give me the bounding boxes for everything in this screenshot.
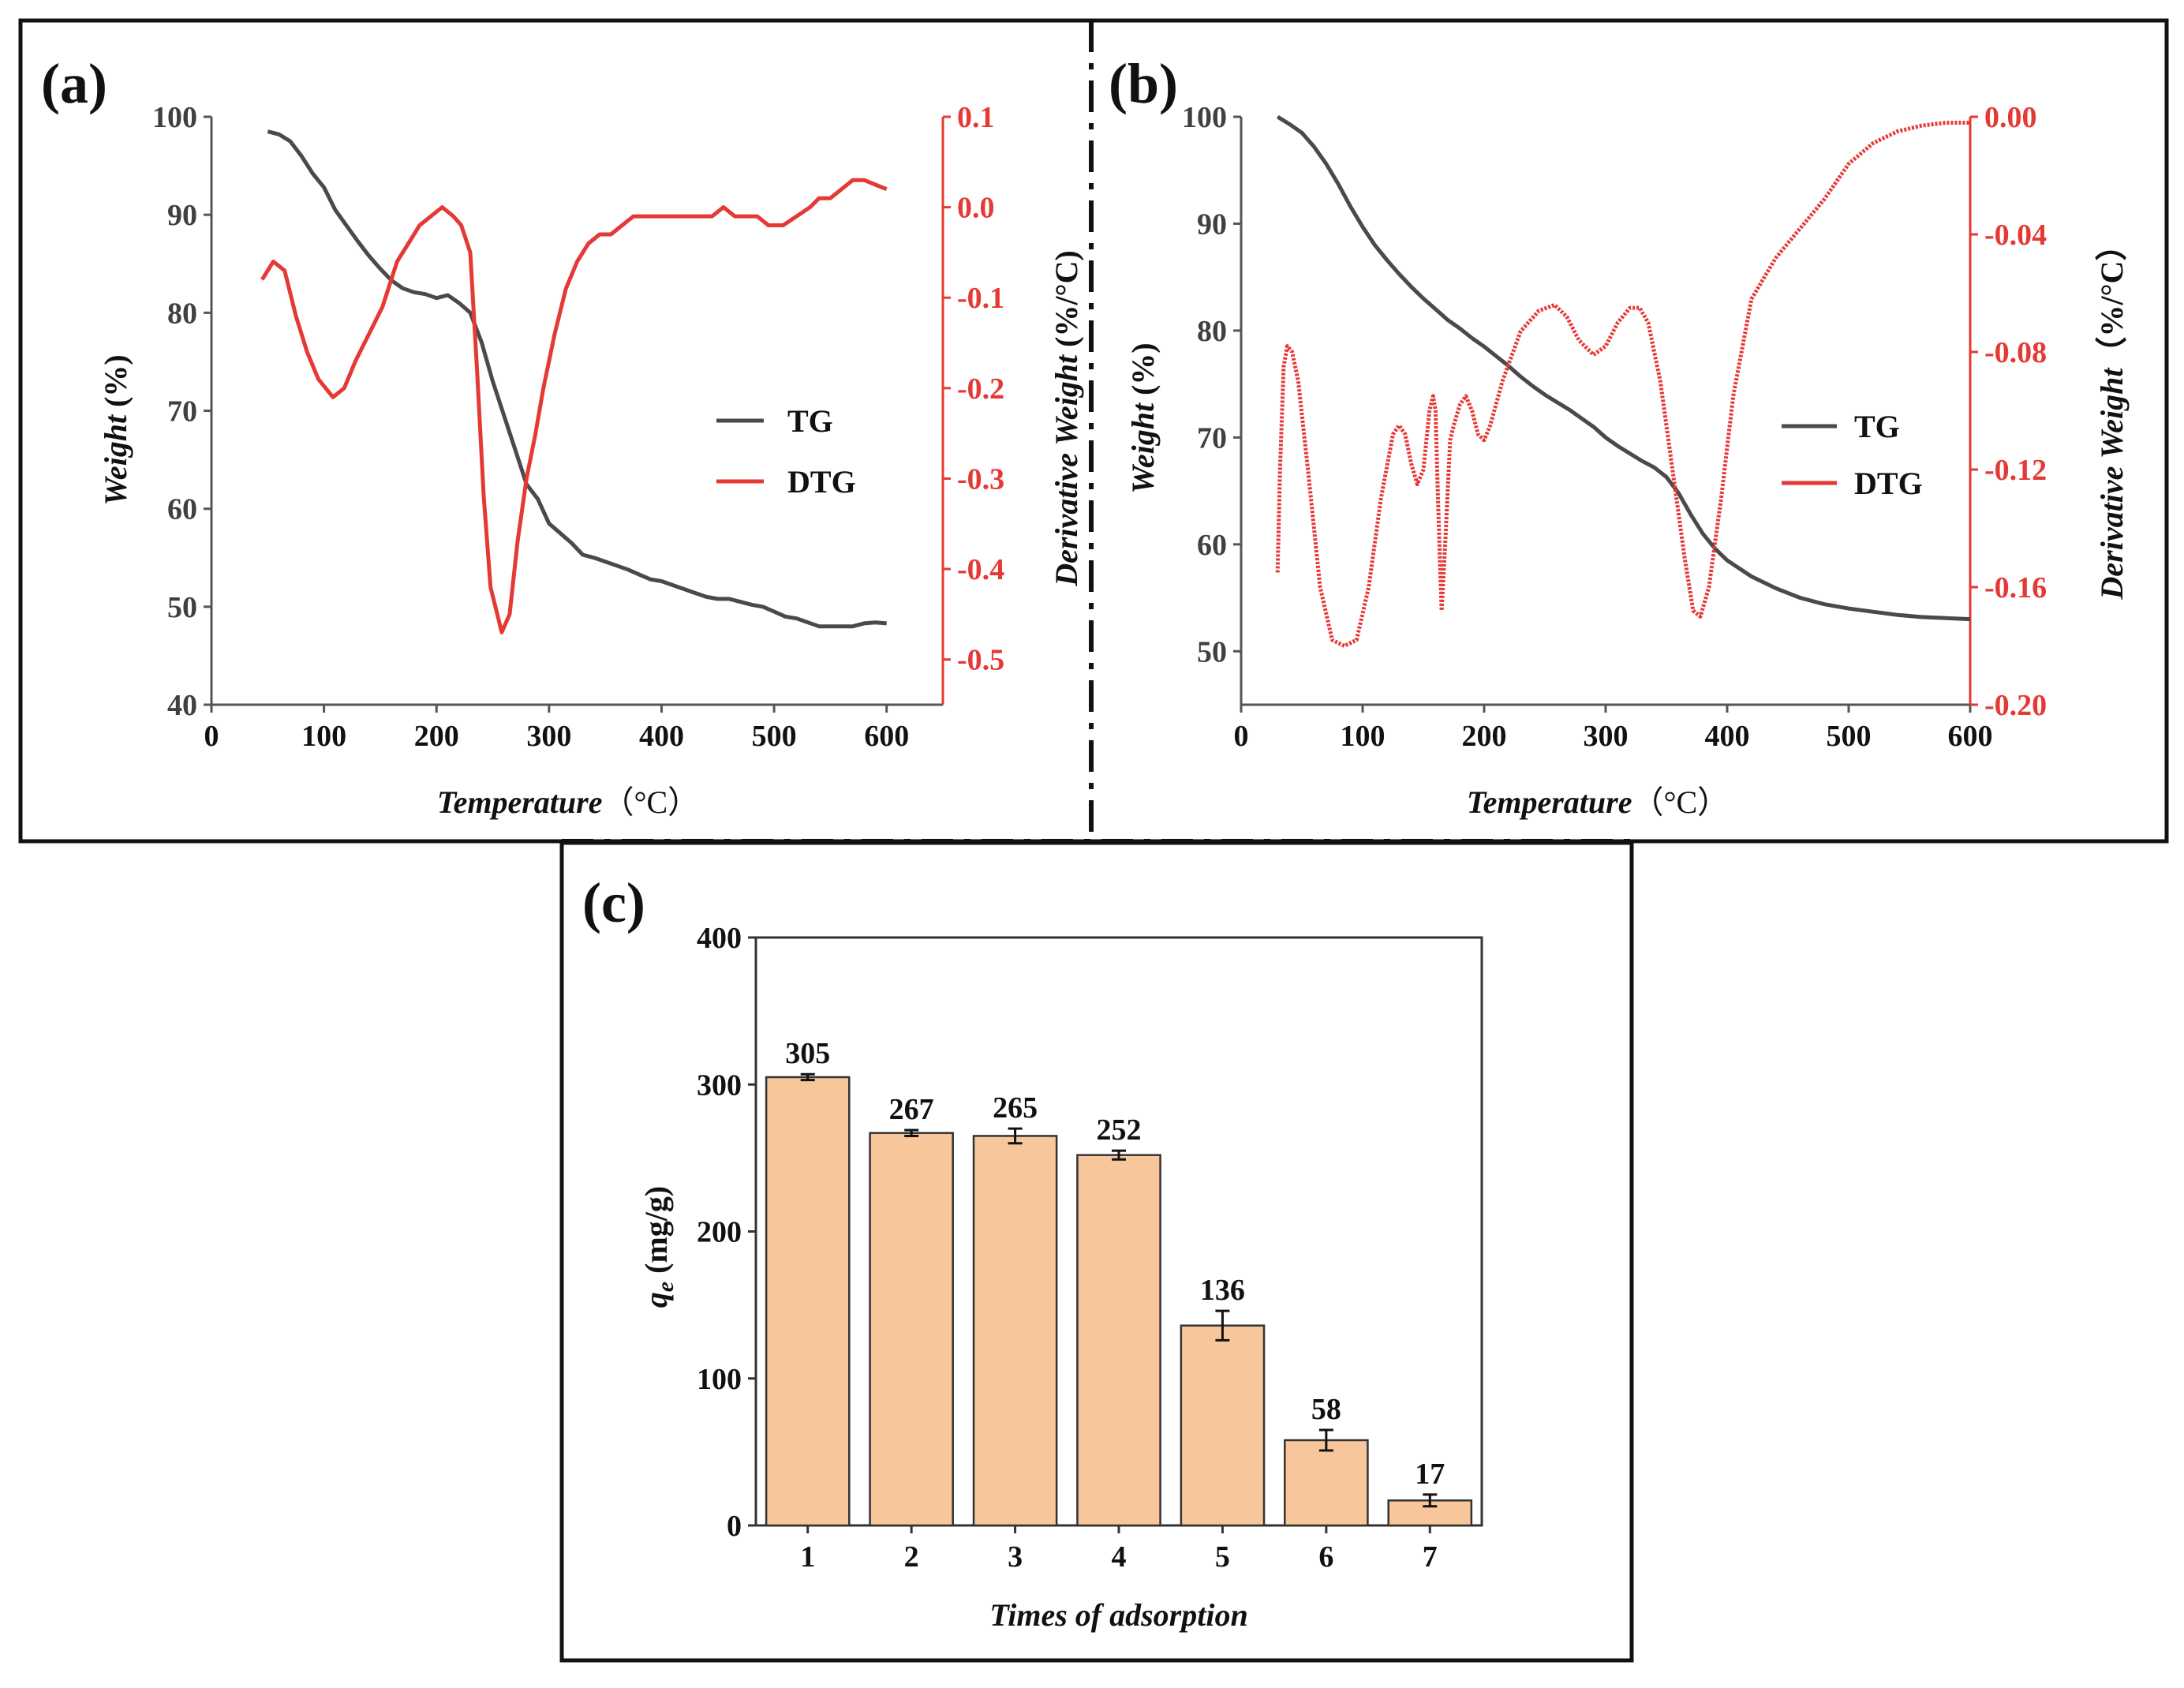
legend-dtg-label: DTG <box>1854 466 1923 501</box>
panel-a: (a) 0 100 200 300 400 500 600 405060708090100 … <box>41 52 1084 820</box>
panel-b-y2label: Derivative Weight（%/°C） <box>2094 230 2130 601</box>
panel-a-ylabel: Weight (%) <box>98 354 133 505</box>
pc-xtick-label: 3 <box>1008 1540 1023 1574</box>
pa-y2tick-label: -0.4 <box>957 553 1004 586</box>
legend-tg-label: TG <box>1854 409 1900 444</box>
pb-y2tick-label: -0.12 <box>1984 454 2047 487</box>
pb-y2tick-label: 0.00 <box>1984 101 2037 134</box>
panel-b-tg-line <box>1276 114 1971 622</box>
panel-c-xlabel: Times of adsorption <box>989 1597 1247 1633</box>
pc-data-label: 265 <box>993 1091 1038 1125</box>
pc-ytick-label: 100 <box>697 1363 742 1396</box>
pb-xtick-label: 400 <box>1705 720 1750 753</box>
pb-xtick-label: 0 <box>1234 720 1249 753</box>
pb-xtick-label: 200 <box>1462 720 1507 753</box>
panel-a-legend: TG DTG <box>716 403 856 500</box>
pb-ytick-label: 80 <box>1197 315 1227 348</box>
pa-xtick-label: 300 <box>526 720 571 753</box>
legend-tg-label: TG <box>787 403 833 439</box>
pa-xtick-label: 100 <box>301 720 346 753</box>
pc-data-label: 267 <box>889 1093 934 1126</box>
pa-xtick-label: 600 <box>864 720 909 753</box>
pb-xtick-label: 500 <box>1827 720 1872 753</box>
pa-ytick-label: 80 <box>167 297 197 330</box>
pc-xtick-label: 6 <box>1318 1540 1333 1574</box>
pb-ytick-label: 60 <box>1197 529 1227 562</box>
panel-b-dtg-line <box>1275 121 1970 648</box>
pc-data-label: 136 <box>1200 1274 1245 1307</box>
panel-a-y2label: Derivative Weight (%/°C) <box>1049 250 1084 587</box>
pc-bar <box>972 1135 1058 1527</box>
panel-b-legend: TG DTG <box>1782 409 1923 501</box>
pc-bar <box>765 1076 851 1527</box>
pc-xtick-label: 4 <box>1112 1540 1127 1574</box>
panel-a-dtg-line <box>260 178 888 634</box>
pc-bar <box>1180 1324 1266 1527</box>
pc-ytick-label: 300 <box>697 1069 742 1102</box>
pb-xtick-label: 300 <box>1584 720 1629 753</box>
pa-ytick-label: 50 <box>167 591 197 624</box>
pc-xtick-label: 5 <box>1215 1540 1230 1574</box>
pc-xtick-label: 2 <box>904 1540 919 1574</box>
pa-xtick-label: 400 <box>639 720 684 753</box>
pa-ytick-label: 70 <box>167 395 197 429</box>
pa-xtick-label: 500 <box>752 720 797 753</box>
panel-a-xlabel: Temperature（°C） <box>437 784 699 820</box>
pb-xtick-label: 100 <box>1341 720 1386 753</box>
pb-xtick-label: 600 <box>1948 720 1993 753</box>
legend-dtg-label: DTG <box>787 464 856 500</box>
pa-y2tick-label: 0.1 <box>957 101 995 134</box>
panel-c-ylabel: qe(mg/g) <box>638 1186 679 1308</box>
pb-y2tick-label: -0.04 <box>1984 219 2047 252</box>
pa-y2tick-label: -0.1 <box>957 282 1004 315</box>
pc-xtick-label: 7 <box>1423 1540 1438 1574</box>
pa-y2tick-label: -0.5 <box>957 644 1004 677</box>
panel-b: (b) 0 100 200 300 400 500 600 50 60 70 80 90 100 -0… <box>1109 52 2130 820</box>
panel-b-label: (b) <box>1109 52 1178 115</box>
pb-ytick-label: 50 <box>1197 635 1227 668</box>
pc-data-label: 17 <box>1415 1458 1445 1491</box>
pc-bar <box>1076 1154 1161 1527</box>
pc-bar <box>869 1132 954 1527</box>
pc-data-label: 252 <box>1097 1113 1142 1147</box>
pb-ytick-label: 70 <box>1197 421 1227 455</box>
pb-y2tick-label: -0.08 <box>1984 336 2047 369</box>
pc-bar <box>1284 1439 1369 1527</box>
pa-ytick-label: 90 <box>167 199 197 232</box>
pa-y2tick-label: -0.2 <box>957 372 1004 406</box>
pc-data-label: 305 <box>785 1037 830 1070</box>
pa-ytick-label: 100 <box>152 101 197 134</box>
pc-data-label: 58 <box>1311 1393 1341 1426</box>
pc-ytick-label: 200 <box>697 1216 742 1249</box>
pc-ytick-label: 0 <box>727 1510 742 1543</box>
panel-b-ylabel: Weight (%) <box>1125 342 1161 493</box>
pa-xtick-label: 0 <box>204 720 219 753</box>
pc-xtick-label: 1 <box>800 1540 815 1574</box>
pb-y2tick-label: -0.20 <box>1984 689 2047 722</box>
pa-xtick-label: 200 <box>414 720 459 753</box>
pa-ytick-label: 60 <box>167 493 197 526</box>
pa-y2tick-label: 0.0 <box>957 192 995 225</box>
panel-a-label: (a) <box>41 52 107 115</box>
panel-b-xlabel: Temperature（°C） <box>1467 784 1729 820</box>
pb-y2tick-label: -0.16 <box>1984 571 2047 604</box>
panel-a-tg-line <box>267 129 887 629</box>
panel-c-label: (c) <box>582 871 645 934</box>
pa-ytick-label: 40 <box>167 689 197 722</box>
pc-ytick-label: 400 <box>697 922 742 955</box>
pa-y2tick-label: -0.3 <box>957 462 1004 496</box>
pb-ytick-label: 100 <box>1182 101 1227 134</box>
pb-ytick-label: 90 <box>1197 208 1227 241</box>
